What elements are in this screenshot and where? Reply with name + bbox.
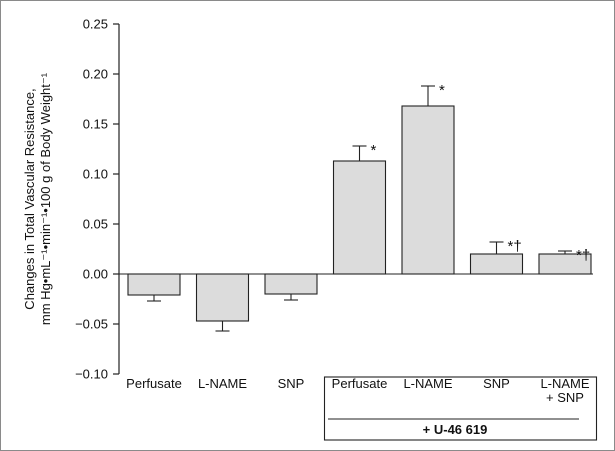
y-tick-label: 0.05 xyxy=(83,217,108,232)
y-tick-label: 0.00 xyxy=(83,267,108,282)
significance-marker: *† xyxy=(508,238,522,255)
y-axis-label-line2: mm Hg•mL⁻¹•min⁻¹•100 g of Body Weight⁻¹ xyxy=(38,72,53,325)
treatment-group-box: + U-46 619 xyxy=(323,376,598,441)
bar xyxy=(469,253,524,275)
bar xyxy=(401,105,455,275)
bar xyxy=(127,273,181,296)
y-tick-label: 0.25 xyxy=(83,17,108,32)
category-label: L-NAME xyxy=(198,376,247,391)
group-box xyxy=(323,376,598,441)
y-tick-label: 0.15 xyxy=(83,117,108,132)
category-label: L-NAME xyxy=(403,376,452,391)
y-axis-label: Changes in Total Vascular Resistance, mm… xyxy=(22,72,53,325)
significance-marker: * xyxy=(439,82,445,99)
y-axis-label-line1: Changes in Total Vascular Resistance, xyxy=(22,88,37,309)
bar xyxy=(332,160,387,275)
y-tick-label: −0.05 xyxy=(75,317,108,332)
category-label: + SNP xyxy=(546,390,584,405)
category-label: L-NAME xyxy=(540,376,589,391)
y-tick-label: 0.10 xyxy=(83,167,108,182)
bar xyxy=(264,273,318,295)
category-label: SNP xyxy=(278,376,305,391)
bar xyxy=(195,273,250,322)
category-label: SNP xyxy=(483,376,510,391)
significance-marker: *† xyxy=(576,247,590,264)
category-label: Perfusate xyxy=(332,376,388,391)
y-axis: 0.25 0.20 0.15 0.10 0.05 0.00 −0.05 −0.10 xyxy=(75,17,120,382)
group-label: + U-46 619 xyxy=(423,422,488,437)
category-label: Perfusate xyxy=(126,376,182,391)
y-tick-label: 0.20 xyxy=(83,67,108,82)
significance-marker: * xyxy=(371,142,377,159)
bars: Perfusate L-NAME SNP * Perfusate * L-NAME *† SNP… xyxy=(119,82,593,405)
y-tick-label: −0.10 xyxy=(75,367,108,382)
